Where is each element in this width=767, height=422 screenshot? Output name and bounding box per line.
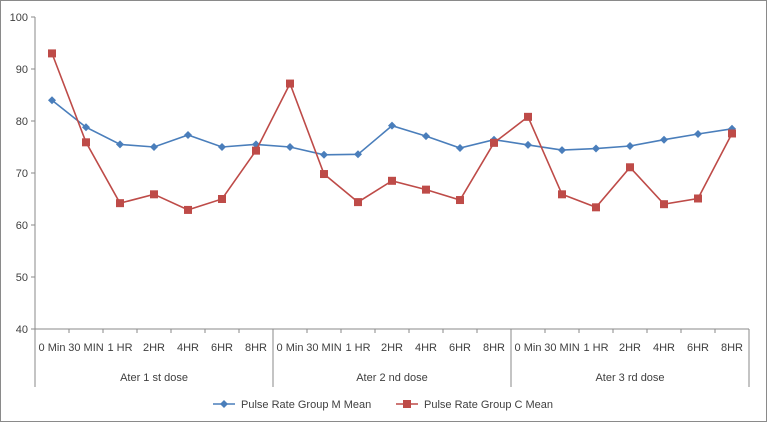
x-tick-label: 2HR bbox=[381, 342, 403, 354]
x-tick-label: 4HR bbox=[653, 342, 675, 354]
data-point-m bbox=[184, 131, 192, 140]
x-tick-label: 6HR bbox=[449, 342, 471, 354]
data-point-c bbox=[558, 190, 566, 199]
x-tick-label: 30 MIN bbox=[68, 342, 104, 354]
data-point-c bbox=[422, 185, 430, 194]
data-point-m bbox=[694, 130, 702, 138]
data-point-m bbox=[626, 141, 634, 150]
data-point-m bbox=[320, 150, 328, 159]
data-point-m bbox=[422, 132, 430, 141]
group-label: Ater 2 nd dose bbox=[356, 372, 428, 384]
x-tick-label: 4HR bbox=[177, 342, 199, 354]
y-tick-label: 80 bbox=[16, 116, 28, 128]
y-tick-label: 70 bbox=[16, 168, 28, 180]
data-point-m bbox=[218, 143, 226, 151]
legend-label: Pulse Rate Group M Mean bbox=[241, 399, 371, 411]
data-point-c bbox=[286, 79, 294, 88]
y-tick-label: 50 bbox=[16, 272, 28, 284]
x-tick-label: 4HR bbox=[415, 342, 437, 354]
data-point-c bbox=[524, 112, 532, 121]
data-point-c bbox=[320, 170, 328, 179]
group-label: Ater 3 rd dose bbox=[595, 372, 664, 384]
data-point-m bbox=[660, 135, 668, 144]
data-point-c bbox=[218, 195, 226, 203]
data-point-m bbox=[558, 146, 566, 155]
x-tick-label: 0 Min bbox=[39, 342, 66, 354]
legend-marker-diamond bbox=[220, 400, 228, 408]
x-tick-label: 8HR bbox=[245, 342, 267, 354]
y-tick-label: 40 bbox=[16, 324, 28, 336]
x-tick-label: 2HR bbox=[619, 342, 641, 354]
x-tick-label: 8HR bbox=[483, 342, 505, 354]
data-point-c bbox=[728, 129, 736, 138]
x-tick-label: 0 Min bbox=[515, 342, 542, 354]
x-tick-label: 1 HR bbox=[345, 342, 370, 354]
data-point-m bbox=[48, 96, 56, 105]
data-point-c bbox=[82, 138, 90, 147]
data-point-m bbox=[456, 144, 464, 153]
data-point-m bbox=[524, 140, 532, 149]
data-point-m bbox=[388, 121, 396, 130]
data-point-c bbox=[626, 163, 634, 172]
x-tick-label: 6HR bbox=[211, 342, 233, 354]
data-point-c bbox=[150, 190, 158, 199]
x-tick-label: 0 Min bbox=[277, 342, 304, 354]
data-point-m bbox=[286, 143, 294, 151]
data-point-m bbox=[592, 144, 600, 153]
y-tick-label: 60 bbox=[16, 220, 28, 232]
x-tick-label: 1 HR bbox=[583, 342, 608, 354]
data-point-c bbox=[184, 205, 192, 214]
data-point-c bbox=[116, 199, 124, 208]
data-point-m bbox=[354, 150, 362, 159]
data-point-c bbox=[252, 146, 260, 155]
data-point-c bbox=[48, 49, 56, 58]
x-tick-label: 30 MIN bbox=[544, 342, 580, 354]
x-tick-label: 2HR bbox=[143, 342, 165, 354]
series-line-2 bbox=[51, 53, 733, 211]
data-point-c bbox=[490, 138, 498, 147]
data-point-m bbox=[82, 123, 90, 132]
data-point-m bbox=[116, 140, 124, 149]
y-tick-label: 90 bbox=[16, 64, 28, 76]
data-point-c bbox=[694, 194, 702, 203]
x-tick-label: 8HR bbox=[721, 342, 743, 354]
data-point-c bbox=[592, 203, 600, 212]
data-point-c bbox=[354, 198, 362, 207]
group-label: Ater 1 st dose bbox=[120, 372, 188, 384]
data-point-m bbox=[150, 143, 158, 151]
data-point-c bbox=[388, 176, 396, 185]
legend-label: Pulse Rate Group C Mean bbox=[424, 399, 553, 411]
y-tick-label: 100 bbox=[10, 12, 28, 24]
data-point-c bbox=[456, 196, 464, 205]
x-tick-label: 1 HR bbox=[107, 342, 132, 354]
x-tick-label: 6HR bbox=[687, 342, 709, 354]
legend-marker-square bbox=[403, 400, 411, 408]
x-tick-label: 30 MIN bbox=[306, 342, 342, 354]
data-point-c bbox=[660, 200, 668, 209]
